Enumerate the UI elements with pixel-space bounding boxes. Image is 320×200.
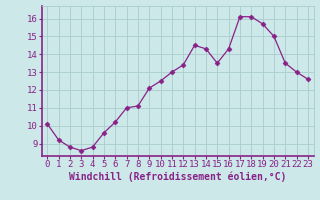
X-axis label: Windchill (Refroidissement éolien,°C): Windchill (Refroidissement éolien,°C) (69, 172, 286, 182)
